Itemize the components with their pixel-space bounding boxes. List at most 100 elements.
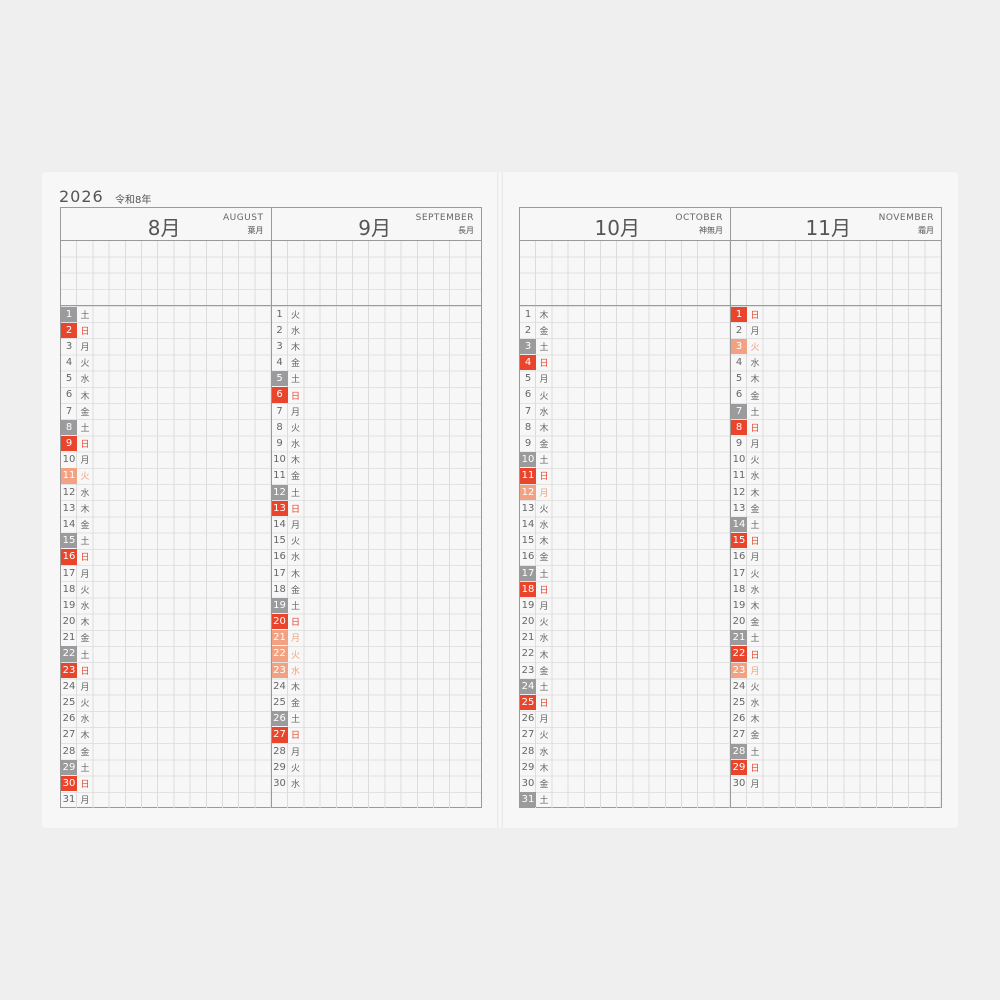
day-row[interactable]: 22 土 xyxy=(61,646,271,662)
day-row[interactable]: 12 月 xyxy=(520,484,730,500)
day-row[interactable]: 17 木 xyxy=(272,565,482,581)
day-row[interactable]: 29 日 xyxy=(731,759,941,775)
day-row[interactable]: 23 金 xyxy=(520,662,730,678)
day-row[interactable]: 22 木 xyxy=(520,646,730,662)
day-row[interactable]: 26 木 xyxy=(731,711,941,727)
day-row[interactable]: 13 日 xyxy=(271,500,482,516)
day-row[interactable]: 27 木 xyxy=(61,727,271,743)
day-row[interactable]: 13 木 xyxy=(61,500,271,516)
day-row[interactable]: 11 日 xyxy=(520,468,730,484)
day-row[interactable]: 27 日 xyxy=(271,727,482,743)
day-row[interactable]: 21 金 xyxy=(61,630,271,646)
day-row[interactable]: 25 日 xyxy=(520,695,730,711)
day-row[interactable]: 24 月 xyxy=(61,678,271,694)
day-row[interactable]: 28 土 xyxy=(731,743,941,759)
day-row[interactable]: 18 日 xyxy=(520,581,730,597)
day-row[interactable]: 24 土 xyxy=(520,678,730,694)
day-row[interactable]: 10 木 xyxy=(272,452,482,468)
day-row[interactable]: 29 火 xyxy=(272,759,482,775)
day-row[interactable]: 22 火 xyxy=(271,646,482,662)
day-row[interactable]: 10 土 xyxy=(520,452,730,468)
day-row[interactable]: 16 金 xyxy=(520,549,730,565)
day-row[interactable]: 21 水 xyxy=(520,630,730,646)
day-row[interactable]: 18 水 xyxy=(731,581,941,597)
day-row[interactable]: 11 金 xyxy=(272,468,482,484)
day-row[interactable]: 17 月 xyxy=(61,565,271,581)
day-row[interactable]: 22 日 xyxy=(731,646,941,662)
day-row[interactable]: 25 火 xyxy=(61,695,271,711)
day-row[interactable]: 20 日 xyxy=(271,614,482,630)
day-row[interactable]: 30 月 xyxy=(731,775,941,791)
day-row[interactable]: 24 火 xyxy=(731,678,941,694)
day-row[interactable]: 12 水 xyxy=(61,484,271,500)
day-row[interactable]: 20 金 xyxy=(731,614,941,630)
day-row[interactable]: 28 金 xyxy=(61,743,271,759)
day-row[interactable]: 31 月 xyxy=(61,792,271,808)
day-row[interactable]: 10 月 xyxy=(61,452,271,468)
day-row[interactable]: 13 火 xyxy=(520,500,730,516)
day-row[interactable]: 26 水 xyxy=(61,711,271,727)
day-row[interactable]: 28 水 xyxy=(520,743,730,759)
day-row[interactable]: 16 月 xyxy=(731,549,941,565)
day-row[interactable]: 23 日 xyxy=(61,662,271,678)
day-row[interactable]: 18 火 xyxy=(61,581,271,597)
day-row[interactable]: 21 土 xyxy=(731,630,941,646)
day-row[interactable]: 19 木 xyxy=(731,597,941,613)
day-row[interactable]: 13 金 xyxy=(731,500,941,516)
day-row[interactable]: 20 木 xyxy=(61,614,271,630)
day-row[interactable]: 14 水 xyxy=(520,516,730,532)
day-row[interactable]: 19 土 xyxy=(271,597,482,614)
day-row[interactable]: 19 水 xyxy=(61,597,271,613)
day-row[interactable]: 15 土 xyxy=(61,533,271,549)
day-row[interactable]: 30 金 xyxy=(520,775,730,791)
day-row[interactable]: 29 土 xyxy=(61,759,271,775)
day-row[interactable]: 26 土 xyxy=(271,711,482,727)
day-row[interactable]: 15 木 xyxy=(520,533,730,549)
day-row[interactable]: 19 月 xyxy=(520,597,730,613)
day-row[interactable]: 29 木 xyxy=(520,759,730,775)
day-row[interactable]: 11 火 xyxy=(61,468,271,484)
day-row[interactable]: 23 月 xyxy=(731,662,941,678)
day-row[interactable]: 30 水 xyxy=(272,775,482,791)
day-row[interactable]: 26 月 xyxy=(520,711,730,727)
day-row[interactable]: 16 水 xyxy=(272,549,482,565)
day-row[interactable]: 16 日 xyxy=(61,549,271,565)
day-row[interactable]: 17 土 xyxy=(520,565,730,581)
day-row[interactable]: 14 金 xyxy=(61,516,271,532)
day-row[interactable]: 15 火 xyxy=(272,533,482,549)
day-row[interactable]: 14 土 xyxy=(731,516,941,533)
day-row[interactable]: 20 火 xyxy=(520,614,730,630)
day-row[interactable]: 25 金 xyxy=(272,695,482,711)
day-row[interactable]: 14 月 xyxy=(272,516,482,532)
day-row[interactable]: 12 木 xyxy=(731,484,941,500)
day-row[interactable]: 28 月 xyxy=(272,743,482,759)
day-row[interactable]: 23 水 xyxy=(271,662,482,678)
